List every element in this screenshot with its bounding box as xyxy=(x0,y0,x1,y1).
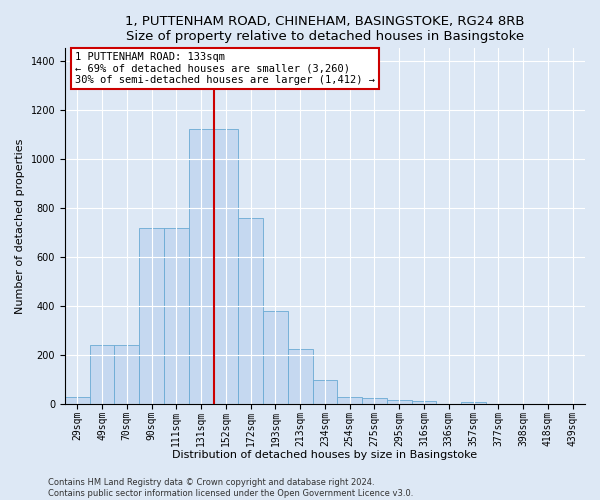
Bar xyxy=(313,380,337,404)
Bar xyxy=(263,311,288,404)
Bar xyxy=(461,402,486,404)
Bar xyxy=(387,400,412,404)
Bar xyxy=(337,397,362,404)
Bar xyxy=(164,228,189,404)
Bar xyxy=(189,130,214,404)
Title: 1, PUTTENHAM ROAD, CHINEHAM, BASINGSTOKE, RG24 8RB
Size of property relative to : 1, PUTTENHAM ROAD, CHINEHAM, BASINGSTOKE… xyxy=(125,15,525,43)
Bar xyxy=(238,218,263,404)
Bar xyxy=(139,228,164,404)
Bar xyxy=(214,130,238,404)
Text: Contains HM Land Registry data © Crown copyright and database right 2024.
Contai: Contains HM Land Registry data © Crown c… xyxy=(48,478,413,498)
Bar xyxy=(89,346,115,405)
X-axis label: Distribution of detached houses by size in Basingstoke: Distribution of detached houses by size … xyxy=(172,450,478,460)
Bar xyxy=(65,397,89,404)
Bar xyxy=(115,346,139,405)
Y-axis label: Number of detached properties: Number of detached properties xyxy=(15,138,25,314)
Bar xyxy=(412,400,436,404)
Text: 1 PUTTENHAM ROAD: 133sqm
← 69% of detached houses are smaller (3,260)
30% of sem: 1 PUTTENHAM ROAD: 133sqm ← 69% of detach… xyxy=(76,52,376,85)
Bar xyxy=(362,398,387,404)
Bar xyxy=(288,349,313,405)
